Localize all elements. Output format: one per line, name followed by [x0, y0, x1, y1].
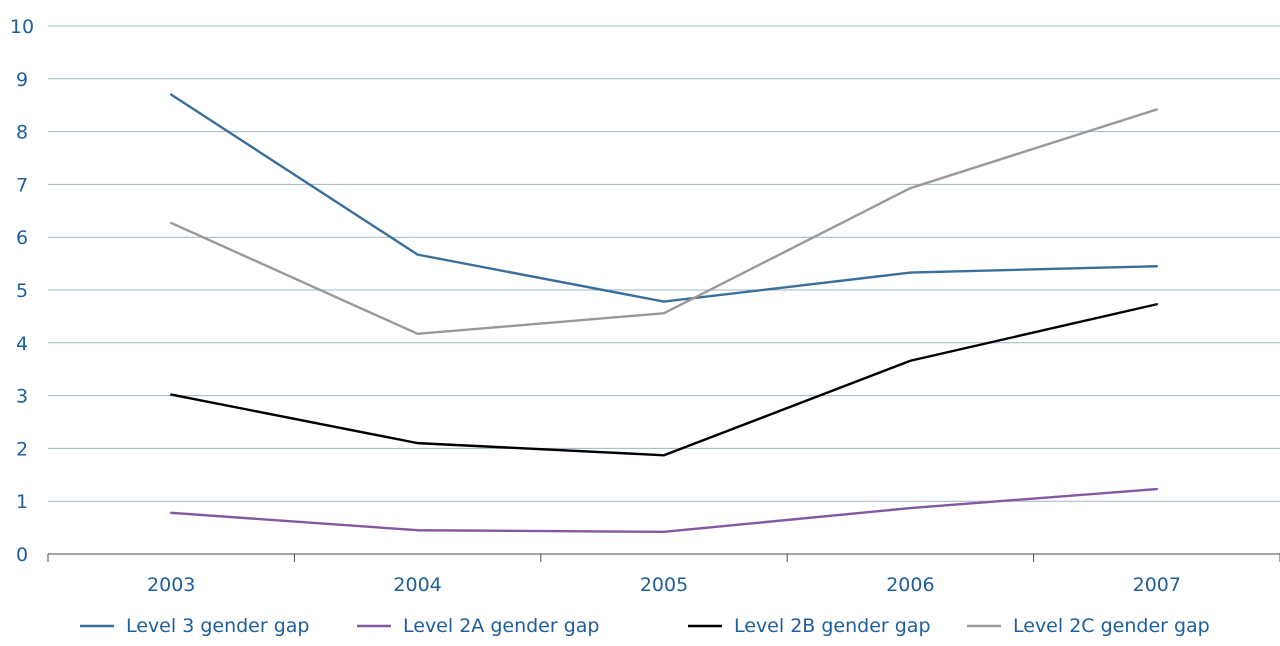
y-tick-labels: 0 1 2 3 4 5 6 7 8 9 10: [10, 16, 34, 566]
y-tick-label: 9: [16, 69, 28, 91]
y-tick-label: 7: [16, 174, 28, 196]
series-line-2: [169, 487, 1159, 534]
gridlines: [48, 25, 1280, 502]
x-tick-label: 2006: [886, 574, 934, 596]
x-tick-labels: 2003 2004 2005 2006 2007: [147, 574, 1181, 596]
y-tick-label: 6: [16, 227, 28, 249]
legend-item: Level 3 gender gap: [80, 615, 309, 637]
series-lines: [169, 93, 1159, 534]
y-tick-label: 3: [16, 386, 28, 408]
series-line-1: [169, 93, 1159, 303]
series-line-3: [169, 303, 1159, 457]
axes: [47, 553, 1280, 562]
y-tick-label: 4: [16, 333, 28, 355]
x-tick-label: 2005: [640, 574, 688, 596]
legend: Level 3 gender gap Level 2A gender gap Lev…: [80, 615, 1210, 637]
legend-label: Level 3 gender gap: [126, 615, 309, 637]
legend-item: Level 2C gender gap: [967, 615, 1210, 637]
y-tick-label: 2: [16, 438, 28, 460]
legend-label: Level 2B gender gap: [734, 615, 931, 637]
y-tick-label: 1: [16, 491, 28, 513]
legend-label: Level 2C gender gap: [1013, 615, 1210, 637]
legend-item: Level 2A gender gap: [357, 615, 599, 637]
series-line-4: [169, 108, 1159, 336]
x-tick-label: 2007: [1133, 574, 1181, 596]
x-tick-label: 2004: [393, 574, 441, 596]
x-tick-label: 2003: [147, 574, 195, 596]
legend-item: Level 2B gender gap: [688, 615, 931, 637]
y-tick-label: 0: [16, 544, 28, 566]
legend-label: Level 2A gender gap: [403, 615, 599, 637]
y-tick-label: 5: [16, 280, 28, 302]
y-tick-label: 10: [10, 16, 34, 38]
y-tick-label: 8: [16, 122, 28, 144]
